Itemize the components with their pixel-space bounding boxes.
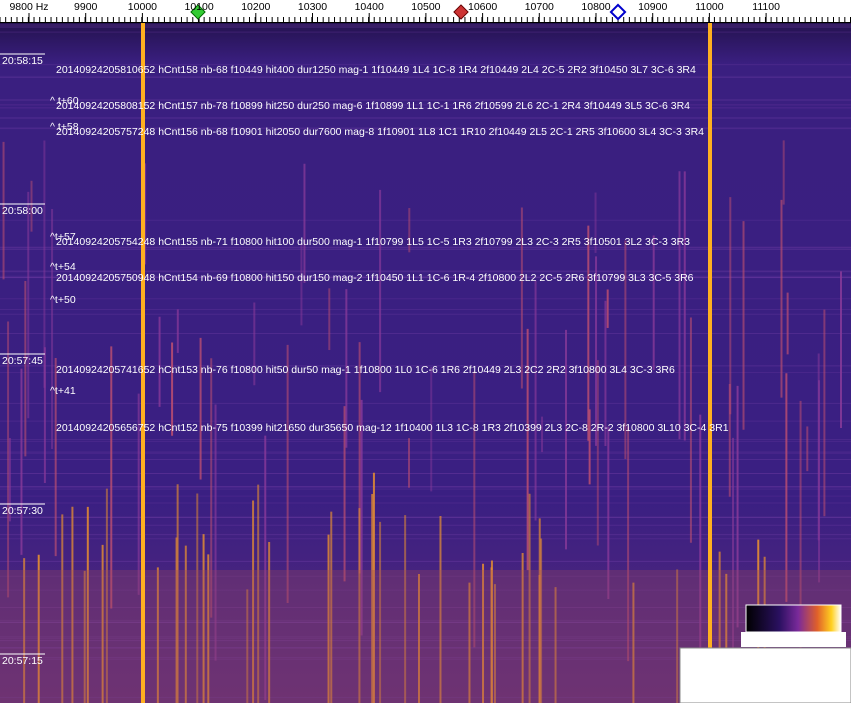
offset-marker: ^t+57	[50, 231, 76, 243]
frequency-label: 10400	[355, 1, 384, 13]
frequency-label: 11100	[752, 1, 780, 13]
frequency-label: 10100	[184, 1, 213, 13]
marker-blue[interactable]	[609, 3, 627, 21]
info-box	[679, 647, 851, 704]
frequency-label: 9800 Hz	[9, 1, 48, 13]
detection-text: 20140924205750948 hCnt154 nb-69 f10800 h…	[56, 272, 694, 284]
frequency-label: 10300	[298, 1, 327, 13]
frequency-label: 11000	[695, 1, 724, 13]
time-label: 20:57:45	[2, 355, 43, 367]
time-label: 20:57:30	[2, 505, 43, 517]
frequency-label: 10000	[128, 1, 157, 13]
time-label: 20:58:15	[2, 55, 43, 67]
ruler-ticks	[0, 13, 851, 22]
offset-marker: ^ t+58	[50, 121, 79, 133]
detection-text: 20140924205741652 hCnt153 nb-76 f10800 h…	[56, 364, 675, 376]
detection-text: 20140924205757248 hCnt156 nb-68 f10901 h…	[56, 126, 704, 138]
detection-text: 20140924205810652 hCnt158 nb-68 f10449 h…	[56, 64, 696, 76]
frequency-label: 10900	[638, 1, 667, 13]
detection-text: 20140924205754248 hCnt155 nb-71 f10800 h…	[56, 236, 690, 248]
frequency-markers	[190, 3, 627, 21]
time-label: 20:57:15	[2, 655, 43, 667]
offset-marker: ^ t+60	[50, 95, 79, 107]
marker-green[interactable]	[190, 4, 206, 20]
frequency-label: 9900	[74, 1, 98, 13]
frequency-label: 10800	[581, 1, 610, 13]
offset-marker: ^t+41	[50, 385, 76, 397]
frequency-label: 10600	[468, 1, 497, 13]
offset-marker: ^t+50	[50, 294, 76, 306]
offset-marker: ^t+54	[50, 261, 76, 273]
time-label: 20:58:00	[2, 205, 43, 217]
frequency-label: 10200	[241, 1, 270, 13]
colorbar	[745, 604, 842, 633]
frequency-label: 10700	[525, 1, 554, 13]
frequency-ruler	[0, 0, 851, 23]
detection-text: 20140924205656752 hCnt152 nb-75 f10399 h…	[56, 422, 729, 434]
marker-red[interactable]	[453, 4, 469, 20]
frequency-label: 10500	[411, 1, 440, 13]
colorbar-label-bg	[741, 632, 846, 647]
detection-text: 20140924205808152 hCnt157 nb-78 f10899 h…	[56, 100, 690, 112]
